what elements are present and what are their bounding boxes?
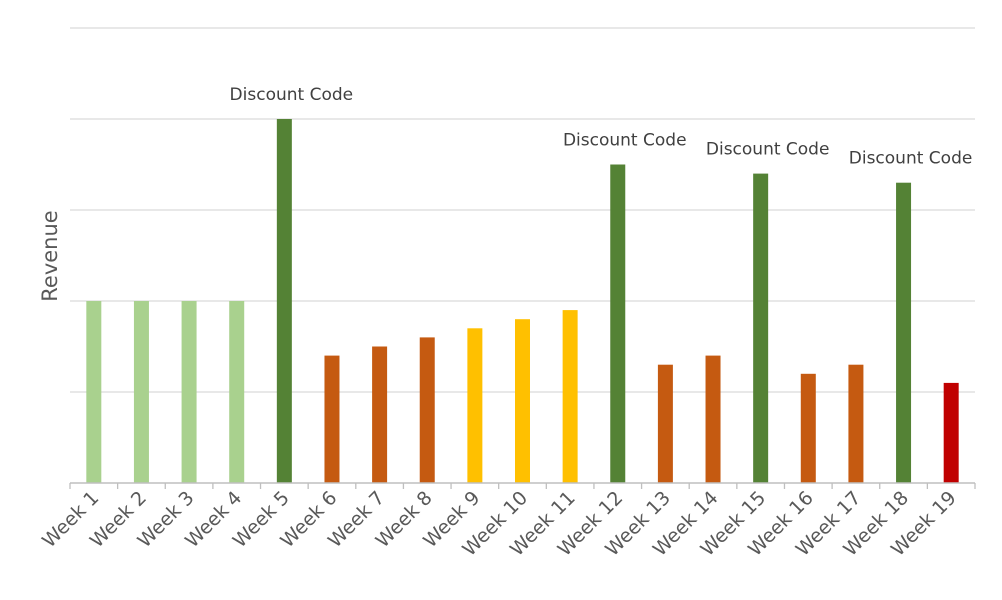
- bar-week-16: [800, 373, 816, 483]
- annotations: Discount Code Discount Code Discount Code D…: [230, 85, 973, 169]
- bar-week-18: [896, 182, 912, 483]
- bar-week-12: [610, 164, 626, 483]
- bar-week-8: [419, 337, 435, 483]
- bar-week-11: [562, 310, 578, 483]
- bar-week-9: [467, 328, 483, 483]
- bars: [86, 119, 959, 483]
- bar-week-14: [705, 355, 721, 483]
- bar-week-1: [86, 301, 102, 483]
- bar-week-7: [372, 346, 388, 483]
- bar-week-6: [324, 355, 340, 483]
- annotation-label: Discount Code: [563, 131, 687, 151]
- y-axis-label: Revenue: [38, 210, 62, 301]
- annotation-label: Discount Code: [849, 149, 973, 169]
- annotation-label: Discount Code: [230, 85, 354, 105]
- gridlines: [70, 27, 975, 393]
- bar-week-4: [229, 301, 245, 483]
- bar-week-2: [133, 301, 149, 483]
- annotation-label: Discount Code: [706, 140, 830, 160]
- bar-week-10: [515, 319, 530, 483]
- bar-week-19: [943, 382, 959, 483]
- bar-week-13: [657, 364, 673, 483]
- bar-week-15: [753, 173, 769, 483]
- bar-week-3: [181, 301, 197, 483]
- bar-week-17: [848, 364, 864, 483]
- bar-week-5: [276, 119, 292, 483]
